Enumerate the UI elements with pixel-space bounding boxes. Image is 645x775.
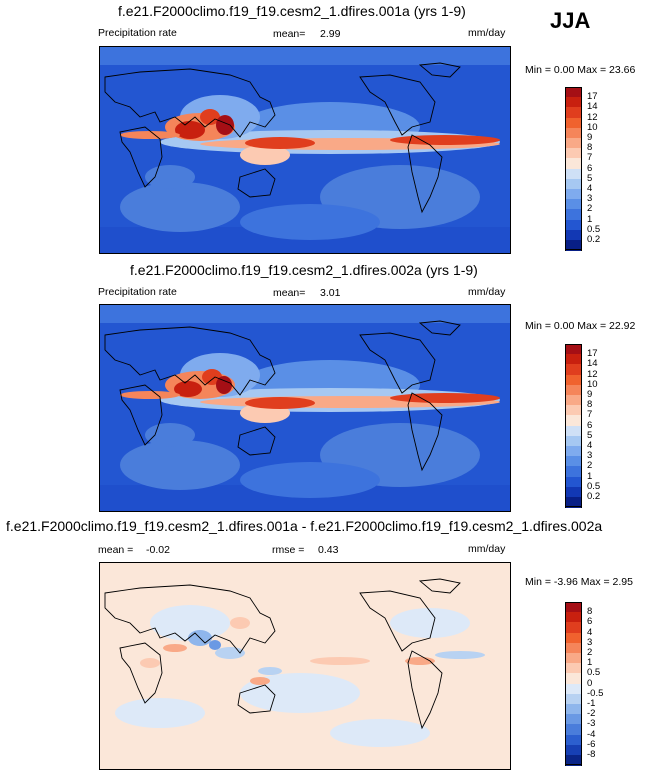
panel1-units: mm/day — [468, 27, 506, 39]
colorbar-tick-label: 3 — [587, 450, 593, 462]
panel2-title: f.e21.F2000climo.f19_f19.cesm2_1.dfires.… — [130, 262, 478, 278]
colorbar-tick-label: -8 — [587, 749, 596, 760]
panel1-field — [100, 47, 510, 253]
colorbar-tick-label: 0.5 — [587, 223, 601, 235]
colorbar-tick-label: 8 — [587, 142, 593, 154]
colorbar-tick-label: 0.5 — [587, 667, 601, 679]
panel2-mean-label: mean= — [273, 287, 306, 299]
colorbar-tick-label: 7 — [587, 152, 593, 164]
colorbar-tick-label: -4 — [587, 728, 596, 740]
panel1-mean-value: 2.99 — [320, 28, 341, 40]
panel1-range: Min = 0.00 Max = 23.66 — [525, 64, 636, 76]
panel3-rmse-value: 0.43 — [318, 544, 339, 556]
colorbar-tick-label: 17 — [587, 91, 598, 103]
colorbar-tick-label: 6 — [587, 162, 593, 174]
colorbar-tick-label: 6 — [587, 616, 593, 628]
colorbar-tick-label: 4 — [587, 440, 593, 451]
colorbar-tick-label: 2 — [587, 647, 593, 658]
panel1-map — [99, 46, 511, 254]
colorbar-tick-label: 9 — [587, 132, 593, 143]
panel3-mean-label: mean = — [98, 544, 134, 556]
colorbar-tick-label: 10 — [587, 378, 598, 390]
colorbar-tick-label: 3 — [587, 193, 593, 205]
panel2-map — [99, 304, 511, 512]
season-label: JJA — [550, 8, 591, 33]
panel2-variable: Precipitation rate — [98, 286, 177, 298]
colorbar-tick-label: 9 — [587, 389, 593, 400]
colorbar-tick-label: 7 — [587, 409, 593, 421]
panel3-title: f.e21.F2000climo.f19_f19.cesm2_1.dfires.… — [6, 518, 603, 534]
colorbar-tick-label: 12 — [587, 368, 598, 380]
colorbar-tick-label: 0.2 — [587, 234, 601, 245]
panel2-mean-value: 3.01 — [320, 287, 341, 299]
colorbar-tick-label: 1 — [587, 213, 593, 225]
colorbar-tick-label: 12 — [587, 111, 598, 123]
colorbar-tick-label: -6 — [587, 738, 596, 750]
panel1-title: f.e21.F2000climo.f19_f19.cesm2_1.dfires.… — [118, 3, 466, 19]
colorbar-tick-label: 8 — [587, 606, 593, 618]
colorbar-tick-label: 0.2 — [587, 491, 601, 502]
colorbar-tick-label: -1 — [587, 698, 596, 709]
colorbar-tick-label: 4 — [587, 183, 593, 194]
colorbar-tick-label: 0.5 — [587, 480, 601, 492]
colorbar-tick-label: 1 — [587, 657, 593, 669]
colorbar-tick-label: 5 — [587, 172, 593, 184]
colorbar-tick-label: -2 — [587, 708, 596, 720]
colorbar-tick-label: 0 — [587, 677, 593, 689]
panel2-field — [100, 305, 510, 511]
panel3-rmse-label: rmse = — [272, 544, 305, 556]
panel3-range: Min = -3.96 Max = 2.95 — [525, 576, 633, 588]
panel2-units: mm/day — [468, 286, 506, 298]
colorbar-tick-label: 3 — [587, 636, 593, 648]
colorbar-tick-label: 5 — [587, 429, 593, 441]
colorbar-frame — [565, 602, 582, 766]
colorbar-tick-label: 10 — [587, 121, 598, 133]
colorbar-tick-label: 17 — [587, 348, 598, 360]
colorbar-frame — [565, 87, 582, 251]
colorbar-tick-label: 8 — [587, 399, 593, 411]
colorbar-frame — [565, 344, 582, 508]
panel3-mean-value: -0.02 — [146, 544, 170, 556]
colorbar-tick-label: 14 — [587, 358, 598, 370]
panel2-range: Min = 0.00 Max = 22.92 — [525, 320, 636, 332]
panel3-units: mm/day — [468, 543, 506, 555]
panel1-variable: Precipitation rate — [98, 27, 177, 39]
panel3-field — [100, 563, 510, 769]
panel3-map — [99, 562, 511, 770]
colorbar-tick-label: 4 — [587, 626, 593, 638]
colorbar-tick-label: -3 — [587, 718, 596, 730]
colorbar-tick-label: 6 — [587, 419, 593, 431]
colorbar-tick-label: 2 — [587, 203, 593, 215]
colorbar-tick-label: 1 — [587, 470, 593, 482]
colorbar-tick-label: 2 — [587, 460, 593, 472]
colorbar-tick-label: 14 — [587, 101, 598, 113]
colorbar-tick-label: -0.5 — [587, 687, 604, 699]
panel1-mean-label: mean= — [273, 28, 306, 40]
